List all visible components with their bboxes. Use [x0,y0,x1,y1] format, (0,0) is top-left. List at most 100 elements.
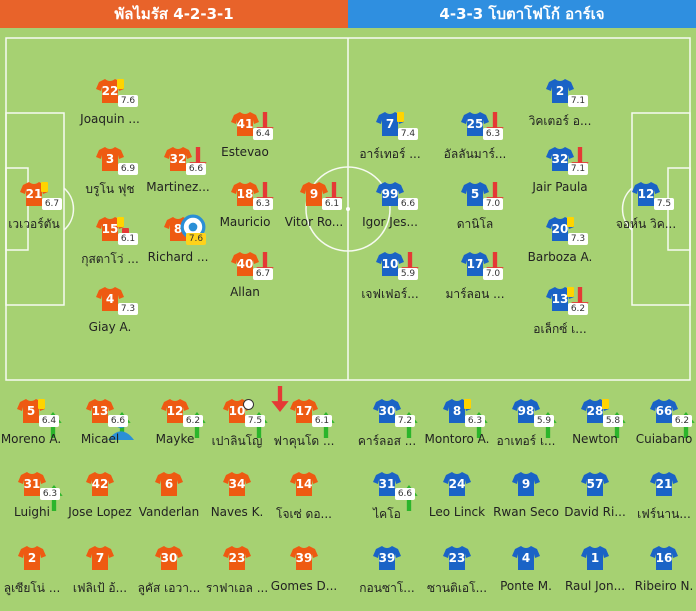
shirt-icon: 1 [581,545,609,571]
shirt-number: 66 [655,404,673,418]
bench-player-away[interactable]: 98 5.9 อาเทอร์ เ... [478,398,574,458]
player-name: Ponte M. [500,579,552,593]
shirt-icon: 21 [650,471,678,497]
lineup-player-home[interactable]: 15 6.1 กุสตาโว่ ... [62,216,158,276]
shirt-number: 8 [452,404,462,418]
bench-player-home[interactable]: 42 Jose Lopez [52,471,148,531]
shirt-number: 57 [586,477,604,491]
lineup-player-home[interactable]: 40 6.7 Allan [197,251,293,311]
shirt-number: 32 [169,152,187,166]
bench-player-away[interactable]: 21 เฟร์นาน... [616,471,696,531]
lineup-player-away[interactable]: 2 7.1 วิคเตอร์ อ... [512,78,608,138]
player-rating: 6.2 [672,415,692,427]
bench-player-home[interactable]: 10 7.5 เปาลินโญ [189,386,289,458]
player-rating: 6.2 [568,303,588,315]
player-name: ดานิโล [456,217,494,231]
shirt-number: 34 [228,477,246,491]
pitch-lines [5,37,691,381]
bench-player-home[interactable]: 7 เฟลิเป้ อ้... [52,545,148,605]
bench-player-away[interactable]: 9 Rwan Seco [478,471,574,531]
lineup-player-home[interactable]: 41 6.4 Estevao [197,111,293,171]
bench-player-home[interactable]: 5 6.4 Moreno A. [0,398,79,458]
bench-player-away[interactable]: 4 Ponte M. [478,545,574,605]
bench-player-away[interactable]: 28 5.8 Newton [547,398,643,458]
shirt-number: 98 [517,404,535,418]
bench-player-home[interactable]: 23 ราฟาเอล ... [189,545,285,605]
lineup-player-home[interactable]: 3 6.9 บรูโน ฟุช [62,146,158,206]
shirt-number: 15 [101,222,119,236]
home-goal-box [5,167,29,251]
player-name: Leo Linck [428,505,486,519]
bench-player-home[interactable]: 31 6.3 Luighi [0,471,80,531]
player-rating: 5.9 [534,415,554,427]
bench-player-away[interactable]: 24 Leo Linck [409,471,505,531]
lineup-player-home[interactable]: 9 6.1 Vitor Ro... [266,181,362,241]
lineup-player-away[interactable]: 20 7.3 Barboza A. [512,216,608,276]
player-name: Micael [80,432,120,446]
player-rating: 5.9 [398,268,418,280]
bench-player-home[interactable]: 17 6.1 ฟาคุนโด ... [256,398,352,458]
bench-player-home[interactable]: 6 Vanderlan [121,471,217,531]
player-name: Martinez... [146,180,210,194]
lineup-player-home[interactable]: 4 7.3 Giay A. [62,286,158,346]
lineup-player-away[interactable]: 17 7.0 มาร์ลอน ... [427,251,523,311]
lineup-player-away[interactable]: 10 5.9 เจฟเฟอร์... [342,251,438,311]
player-rating: 6.9 [118,163,138,175]
shirt-number: 10 [228,404,246,418]
away-team-header[interactable]: 4-3-3 โบตาโฟโก้ อาร์เจ [348,0,696,28]
player-name: Barboza A. [527,250,593,264]
lineup-player-away[interactable]: 7 7.4 อาร์เทอร์ ... [342,111,438,171]
bench-player-away[interactable]: 31 6.6 ไคโอ [339,471,435,531]
bench-player-away[interactable]: 23 ซานติเอโ... [409,545,505,605]
bench-player-away[interactable]: 39 กอนซาโ... [339,545,435,605]
player-name: ลูเซียโน่ ... [3,581,61,595]
lineup-player-away[interactable]: 99 6.6 Igor Jes... [342,181,438,241]
bench-player-home[interactable]: 13 6.6 Micael [52,398,148,458]
lineup-player-away[interactable]: 12 7.5 จอห์น วิค... [598,181,694,241]
lineup-player-away[interactable]: 32 7.1 Jair Paula [512,146,608,206]
player-name: Joaquin ... [80,112,140,126]
bench-player-home[interactable]: 2 ลูเซียโน่ ... [0,545,80,605]
player-rating: 7.2 [395,415,415,427]
shirt-icon: 2 [18,545,46,571]
player-rating: 6.3 [253,198,273,210]
bench-player-home[interactable]: 39 Gomes D... [256,545,352,605]
shirt-icon: 99 [376,181,404,207]
bench-player-home[interactable]: 34 Naves K. [189,471,285,531]
lineup-player-home[interactable]: 22 7.6 Joaquin ... [62,78,158,138]
lineup-player-away[interactable]: 25 6.3 อัลลันมาร์... [427,111,523,171]
lineup-player-away[interactable]: 13 6.2 อเล็กซ์ เ... [512,286,608,346]
bench-player-away[interactable]: 66 6.2 Cuiabano [616,398,696,458]
lineup-player-home[interactable]: 18 6.3 Mauricio [197,181,293,241]
player-name: Moreno A. [0,432,62,446]
shirt-number: 7 [95,551,105,565]
player-name: กอนซาโ... [359,581,415,595]
shirt-number: 39 [378,551,396,565]
bench-player-away[interactable]: 57 David Ri... [547,471,643,531]
shirt-icon: 17 [461,251,504,278]
lineup-player-home[interactable]: 21 6.7 เวเวอร์ตัน [0,181,82,241]
bench-player-home[interactable]: 14 โจเซ่ ดอ... [256,471,352,531]
lineup-player-home[interactable]: 8 7.6 Richard ... [130,214,226,276]
bench-player-away[interactable]: 16 Ribeiro N. [616,545,696,605]
lineup-player-away[interactable]: 5 7.0 ดานิโล [427,181,523,241]
player-rating: 7.3 [118,303,138,315]
player-name: ไคโอ [373,507,401,521]
shirt-number: 28 [586,404,604,418]
home-team-header[interactable]: พัลไมรัส 4-2-3-1 [0,0,348,28]
bench-player-home[interactable]: 30 ลูคัส เอวา... [121,545,217,605]
shirt-number: 17 [466,257,484,271]
player-name: Allan [230,285,260,299]
shirt-number: 20 [551,222,569,236]
bench-player-away[interactable]: 30 7.2 คาร์ลอส ... [339,398,435,458]
player-name: Cuiabano [635,432,693,446]
player-name: เปาลินโญ [211,434,263,448]
lineup-player-home[interactable]: 32 6.6 Martinez... [130,146,226,206]
shirt-icon: 42 [86,471,114,497]
bench-player-away[interactable]: 8 6.3 Montoro A. [409,398,505,458]
bench-player-home[interactable]: 12 6.2 Mayke [127,398,223,458]
shirt-number: 7 [385,117,395,131]
bench-player-away[interactable]: 1 Raul Jon... [547,545,643,605]
shirt-number: 6 [164,477,174,491]
